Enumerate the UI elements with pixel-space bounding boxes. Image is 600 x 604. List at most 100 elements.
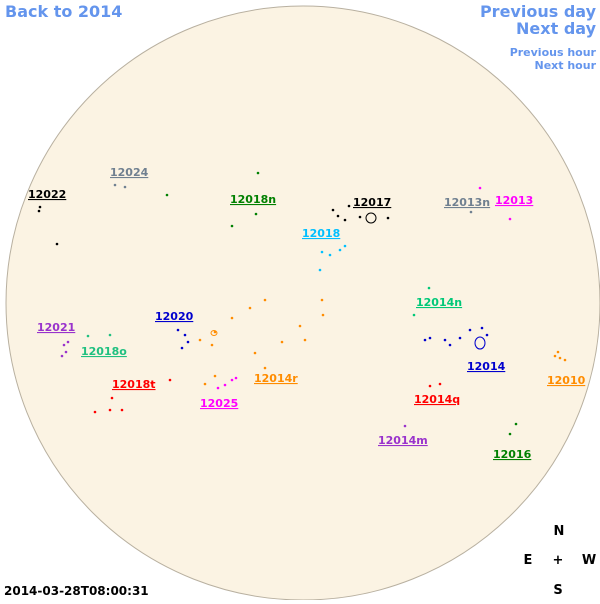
sunspot: [108, 408, 112, 412]
region-label: 12017: [353, 196, 391, 209]
sunspot: [165, 193, 169, 197]
sunspot: [438, 382, 442, 386]
sunspot: [556, 350, 560, 354]
sunspot: [508, 217, 512, 221]
sunspot: [469, 210, 473, 214]
region-label: 12016: [493, 448, 532, 461]
previous-hour-link[interactable]: Previous hour: [510, 46, 597, 59]
sunspot: [303, 338, 307, 342]
region-label: 12018o: [81, 345, 127, 358]
sunspot: [338, 248, 342, 252]
region-label: 12021: [37, 321, 75, 334]
sunspot: [427, 286, 431, 290]
region-label: 12024: [110, 166, 149, 179]
compass-center: +: [553, 553, 564, 568]
sunspot: [468, 328, 472, 332]
sunspot: [254, 212, 258, 216]
sunspot: [113, 183, 117, 187]
sunspot: [230, 378, 234, 382]
region-label: 12014: [467, 360, 506, 373]
sunspot: [38, 205, 42, 209]
sunspot: [213, 330, 217, 334]
sunspot: [203, 382, 207, 386]
sunspot-ring: [474, 336, 486, 350]
sunspot: [508, 432, 512, 436]
region-label: 12010: [547, 374, 586, 387]
sunspot: [331, 208, 335, 212]
sunspot: [60, 354, 64, 358]
sunspot: [343, 218, 347, 222]
sunspot: [428, 336, 432, 340]
sunspot: [412, 313, 416, 317]
sunspot: [448, 343, 452, 347]
sunspot: [347, 204, 351, 208]
sunspot: [198, 338, 202, 342]
sunspot: [176, 328, 180, 332]
compass-west: W: [582, 553, 596, 568]
sunspot: [298, 324, 302, 328]
timestamp: 2014-03-28T08:00:31: [4, 584, 149, 598]
sunspot: [213, 374, 217, 378]
sunspot: [108, 333, 112, 337]
region-labels: 12024 12022 12018n 12017 12013n 12013 12018 120…: [28, 166, 586, 461]
sunspot: [216, 386, 220, 390]
sunspot: [263, 298, 267, 302]
sunspot: [318, 268, 322, 272]
region-label: 12014q: [414, 393, 460, 406]
sunspot: [37, 209, 41, 213]
region-label: 12025: [200, 397, 238, 410]
sunspot: [553, 354, 557, 358]
sunspot: [386, 216, 390, 220]
sunspot: [234, 376, 238, 380]
sunspot: [321, 313, 325, 317]
sunspot: [210, 343, 214, 347]
sunspot: [123, 185, 127, 189]
sunspot: [230, 316, 234, 320]
sunspot: [150, 381, 154, 385]
sunspot: [336, 214, 340, 218]
sunspot: [280, 340, 284, 344]
region-label: 12020: [155, 310, 194, 323]
region-label: 12013: [495, 194, 533, 207]
sunspot: [514, 422, 518, 426]
sunspot: [93, 410, 97, 414]
region-label: 12014r: [254, 372, 298, 385]
sunspot: [263, 366, 267, 370]
region-label: 12013n: [444, 196, 490, 209]
back-link[interactable]: Back to 2014: [5, 2, 122, 21]
next-day-link[interactable]: Next day: [516, 19, 597, 38]
sunspot: [180, 346, 184, 350]
sunspot: [230, 224, 234, 228]
compass-east: E: [524, 553, 533, 568]
sunspot: [428, 384, 432, 388]
sunspot: [320, 298, 324, 302]
sunspot: [62, 343, 66, 347]
sunspot-dots: [37, 171, 567, 436]
sunspot-ring: [210, 330, 218, 336]
sunspot: [358, 215, 362, 219]
sunspot: [64, 350, 68, 354]
sunspot: [328, 253, 332, 257]
sunspot: [110, 396, 114, 400]
region-label: 12018n: [230, 193, 276, 206]
region-label: 12014m: [378, 434, 428, 447]
sunspot-ring: [365, 212, 377, 224]
next-hour-link[interactable]: Next hour: [535, 59, 597, 72]
sunspot: [478, 186, 482, 190]
sunspot: [183, 333, 187, 337]
sunspot: [223, 383, 227, 387]
sunspot: [186, 340, 190, 344]
compass-south: S: [553, 583, 562, 598]
region-label: 12018: [302, 227, 340, 240]
region-label: 12018t: [112, 378, 156, 391]
sunspot: [120, 408, 124, 412]
region-label: 12022: [28, 188, 66, 201]
sunspot: [443, 338, 447, 342]
previous-day-link[interactable]: Previous day: [480, 2, 597, 21]
sunspot: [168, 378, 172, 382]
sunspot: [423, 338, 427, 342]
sunspot: [66, 340, 70, 344]
sunspot: [253, 351, 257, 355]
